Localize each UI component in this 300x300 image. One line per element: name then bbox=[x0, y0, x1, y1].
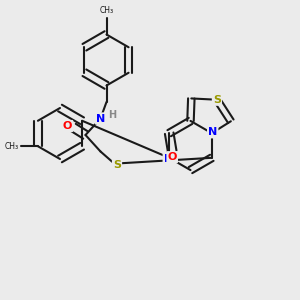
Text: N: N bbox=[96, 113, 105, 124]
Text: S: S bbox=[113, 160, 121, 170]
Text: O: O bbox=[167, 152, 177, 162]
Text: S: S bbox=[213, 95, 221, 105]
Text: O: O bbox=[63, 121, 72, 131]
Text: H: H bbox=[108, 110, 117, 121]
Text: N: N bbox=[208, 127, 217, 137]
Text: CH₃: CH₃ bbox=[4, 142, 18, 151]
Text: N: N bbox=[164, 154, 173, 164]
Text: CH₃: CH₃ bbox=[99, 6, 114, 15]
